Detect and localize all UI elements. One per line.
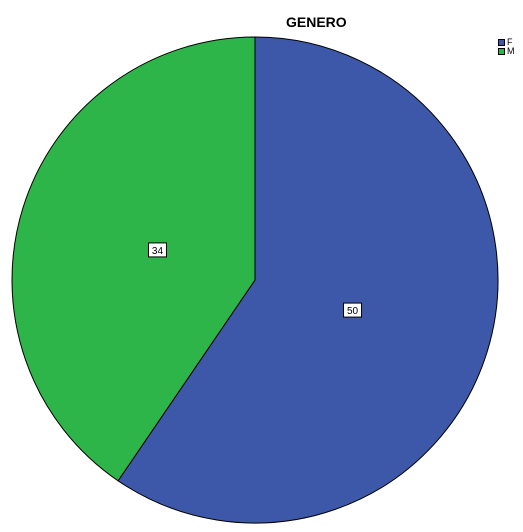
legend-label-m: M — [507, 46, 515, 56]
legend-label-f: F — [507, 37, 513, 47]
pie-slice-f — [117, 36, 499, 524]
legend-swatch-f — [498, 39, 505, 46]
data-label-text-m: 34 — [152, 246, 164, 257]
data-label-text-f: 50 — [347, 306, 359, 317]
legend-item-f: F — [498, 38, 515, 47]
data-label-m: 34 — [147, 242, 167, 258]
pie-slice-m — [11, 36, 256, 482]
data-label-f: 50 — [343, 302, 363, 318]
legend-swatch-m — [498, 48, 505, 55]
legend-item-m: M — [498, 47, 515, 56]
chart-legend: F M — [498, 38, 515, 56]
chart-title: GENERO — [286, 14, 347, 30]
